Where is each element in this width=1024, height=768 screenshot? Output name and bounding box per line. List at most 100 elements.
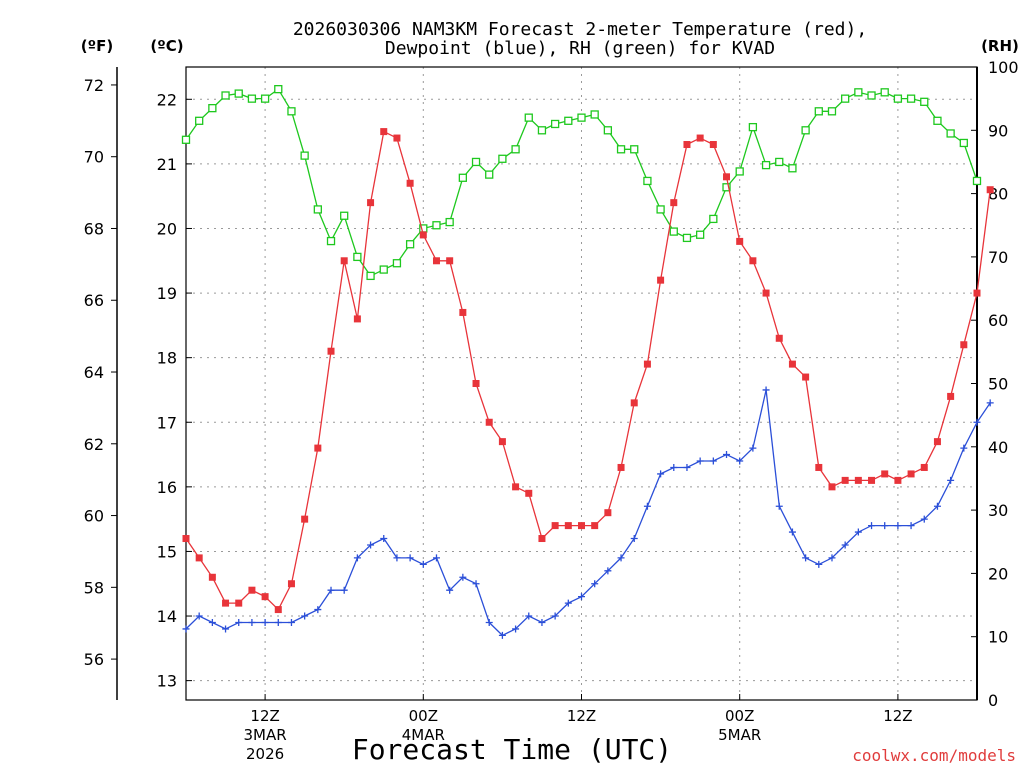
dewpoint-point [723, 451, 731, 459]
temperature-point [472, 380, 480, 387]
dewpoint-point [327, 586, 335, 594]
rh-point [946, 129, 955, 138]
dewpoint-point [512, 625, 520, 633]
rh-point [366, 271, 375, 281]
temperature-point [551, 522, 559, 530]
rh-point [524, 113, 533, 122]
dewpoint-point [630, 535, 638, 543]
time-tick-label: 12Z [567, 707, 596, 725]
dewpoint-point [222, 625, 230, 633]
dewpoint-point [696, 457, 704, 465]
temperature-point [657, 276, 665, 284]
temperature-point [222, 599, 230, 607]
rh-tick-label: 100 [988, 58, 1019, 77]
temperature-point [828, 483, 836, 491]
dewpoint-point [314, 606, 322, 614]
temperature-point [802, 373, 810, 381]
rh-tick-label: 50 [988, 375, 1008, 394]
time-tick-date: 3MAR [244, 726, 287, 744]
celsius-tick-label: 16 [157, 478, 177, 497]
rh-point [696, 230, 705, 239]
temperature-point [868, 476, 876, 484]
temperature-point [986, 186, 994, 194]
celsius-axis: 13 14 15 16 17 18 19 20 21 22 [157, 90, 192, 691]
celsius-tick-label: 20 [157, 219, 177, 238]
celsius-tick-label: 17 [157, 413, 177, 432]
dewpoint-point [604, 567, 612, 575]
dewpoint-point [788, 528, 796, 536]
temperature-point [947, 392, 955, 400]
rh-point [392, 259, 402, 268]
temperature-point [261, 593, 269, 601]
dewpoint-point [881, 522, 889, 530]
celsius-tick-label: 22 [157, 90, 177, 109]
dewpoint-point [920, 515, 928, 523]
rh-point [234, 89, 243, 98]
rh-point [208, 103, 217, 113]
dewpoint-point [591, 580, 599, 588]
temperature-point [182, 535, 190, 543]
temperature-point [327, 347, 335, 355]
dewpoint-point [498, 631, 506, 639]
rh-point [353, 252, 362, 262]
temperature-point [683, 141, 691, 149]
temperature-point [881, 470, 889, 478]
dewpoint-point [894, 522, 902, 530]
rh-point [379, 265, 388, 274]
dewpoint-point [406, 554, 414, 562]
rh-point [959, 138, 968, 148]
rh-tick-label: 30 [988, 501, 1008, 520]
dewpoint-point [248, 618, 256, 626]
time-tick-label: 12Z [250, 707, 279, 725]
temperature-point [604, 509, 612, 517]
temperature-point [208, 573, 216, 581]
temperature-point [933, 438, 941, 446]
rh-point [181, 135, 191, 144]
dewpoint-point [301, 612, 309, 620]
temperature-point [578, 522, 585, 530]
time-tick-label: 12Z [883, 707, 912, 725]
rh-point [511, 145, 520, 154]
dewpoint-point [235, 618, 243, 626]
rh-point [445, 217, 454, 227]
dewpoint-point [933, 502, 941, 510]
rh-tick-label: 40 [988, 438, 1008, 457]
temperature-point [314, 444, 322, 452]
rh-point [669, 227, 678, 236]
rh-point [827, 107, 837, 116]
dewpoint-point [446, 586, 454, 594]
celsius-tick-label: 18 [157, 349, 177, 368]
rh-point [775, 157, 784, 167]
chart-title-line1: 2026030306 NAM3KM Forecast 2-meter Tempe… [293, 19, 867, 40]
series-temperature [182, 128, 994, 614]
temperature-point [432, 257, 440, 265]
temperature-point [485, 418, 493, 426]
rh-point [405, 240, 415, 249]
temperature-point [393, 134, 401, 142]
dewpoint-point [775, 502, 783, 510]
time-tick-label: 00Z [409, 707, 438, 725]
temperature-point [498, 438, 506, 446]
rh-unit-label: (RH) [981, 37, 1019, 55]
rh-point [906, 94, 916, 103]
dewpoint-point [868, 522, 876, 530]
temperature-point [696, 134, 704, 142]
dewpoint-point [683, 463, 691, 471]
dewpoint-line [185, 389, 991, 637]
dewpoint-point [274, 618, 282, 626]
dewpoint-point [960, 444, 968, 452]
rh-point [709, 214, 718, 224]
celsius-tick-label: 14 [157, 607, 177, 626]
temperature-point [670, 199, 678, 207]
time-tick-date: 4MAR [402, 726, 445, 744]
grid-lines [186, 67, 977, 700]
rh-point [656, 205, 665, 214]
rh-point [485, 170, 494, 179]
temperature-point [406, 179, 414, 187]
temperature-point [591, 522, 599, 530]
temperature-line [185, 130, 991, 611]
rh-tick-label: 60 [988, 311, 1008, 330]
dewpoint-point [973, 418, 981, 426]
fahrenheit-tick-label: 72 [84, 76, 104, 95]
